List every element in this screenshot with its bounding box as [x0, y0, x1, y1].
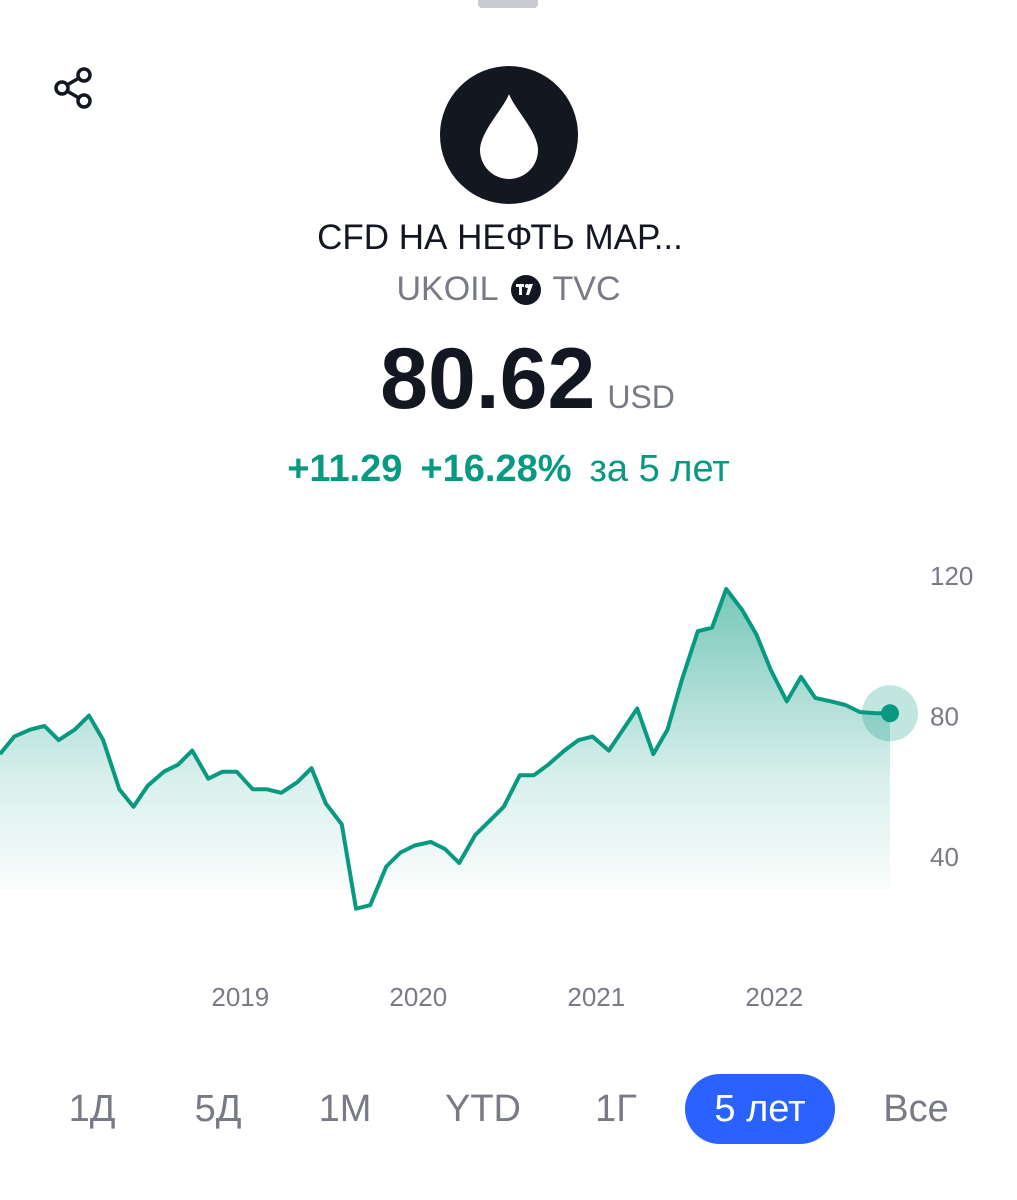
- time-range-selector: 1Д 5Д 1М YTD 1Г 5 лет Все: [0, 1074, 1017, 1154]
- tradingview-icon: [510, 274, 541, 305]
- change-percent: +16.28%: [420, 448, 572, 490]
- range-tab[interactable]: 1Д: [68, 1088, 116, 1130]
- price-area-fill: [0, 589, 890, 909]
- range-tab[interactable]: Все: [883, 1088, 949, 1130]
- sheet-grabber[interactable]: [478, 0, 538, 8]
- price-line: [0, 587, 890, 911]
- range-tab[interactable]: 1М: [318, 1088, 372, 1130]
- range-tab[interactable]: 5 лет: [685, 1074, 835, 1144]
- currency-label: USD: [607, 379, 675, 415]
- price-chart-svg[interactable]: 120 80 40 2019 2020 2021 2022: [0, 540, 1017, 1040]
- symbol-label: UKOIL: [396, 270, 499, 308]
- x-tick-label: 2020: [389, 982, 447, 1012]
- price-chart[interactable]: 120 80 40 2019 2020 2021 2022: [0, 540, 1017, 1040]
- y-tick-label: 80: [930, 702, 959, 732]
- price-row: 80.62 USD: [0, 330, 1017, 429]
- instrument-meta: UKOIL TVC: [0, 270, 1017, 309]
- instrument-name: CFD НА НЕФТЬ МАР...: [317, 218, 683, 257]
- x-tick-label: 2021: [567, 982, 625, 1012]
- y-tick-label: 120: [930, 561, 973, 591]
- share-icon: [54, 67, 92, 109]
- y-tick-label: 40: [930, 842, 959, 872]
- change-period: за 5 лет: [589, 448, 730, 490]
- oil-drop-icon: [480, 94, 538, 179]
- change-row: +11.29 +16.28% за 5 лет: [0, 448, 1017, 491]
- range-tab[interactable]: YTD: [445, 1088, 521, 1130]
- x-tick-label: 2019: [211, 982, 269, 1012]
- exchange-label: TVC: [552, 270, 621, 308]
- share-button[interactable]: [44, 58, 104, 118]
- range-tab[interactable]: 1Г: [595, 1088, 637, 1130]
- instrument-logo: [440, 66, 578, 204]
- current-price: 80.62: [380, 331, 596, 427]
- range-tab[interactable]: 5Д: [194, 1088, 242, 1130]
- x-tick-label: 2022: [745, 982, 803, 1012]
- last-point-marker[interactable]: [881, 704, 899, 723]
- change-absolute: +11.29: [287, 448, 403, 490]
